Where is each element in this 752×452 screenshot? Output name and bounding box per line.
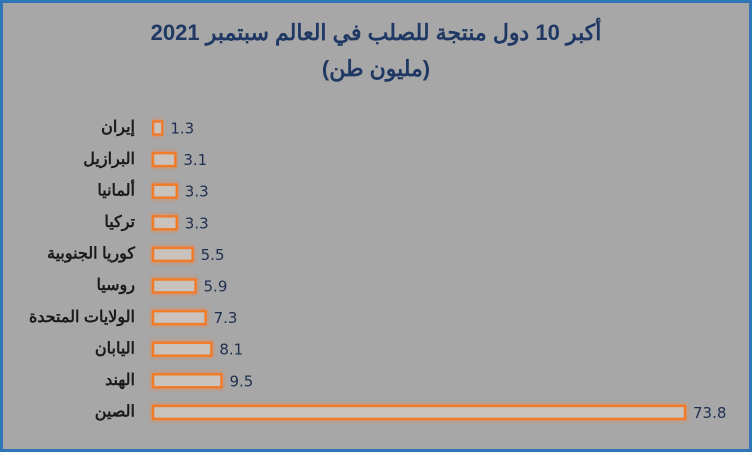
category-label: ألمانيا — [97, 178, 135, 199]
bar — [151, 278, 197, 294]
category-label: الصين — [95, 404, 135, 422]
category-label: اليابان — [95, 340, 135, 357]
value-label: 9.5 — [229, 372, 253, 390]
value-label: 1.3 — [170, 120, 194, 138]
value-label: 73.8 — [693, 404, 726, 422]
value-label: 8.1 — [219, 341, 243, 359]
category-label: تركيا — [104, 214, 135, 232]
value-label: 3.1 — [183, 151, 207, 169]
chart-title: أكبر 10 دول منتجة للصلب في العالم سبتمبر… — [151, 17, 602, 46]
bar — [151, 215, 179, 231]
category-label: البرازيل — [83, 151, 135, 169]
value-label: 7.3 — [214, 309, 238, 327]
category-label: كوريا الجنوبية — [47, 246, 135, 264]
bar — [151, 183, 179, 199]
bar — [151, 373, 223, 389]
category-label: إيران — [101, 119, 135, 137]
bar — [151, 341, 213, 357]
value-label: 3.3 — [185, 183, 209, 201]
category-label: روسيا — [96, 277, 135, 295]
bar — [151, 309, 207, 326]
value-label: 3.3 — [185, 214, 209, 232]
bar — [151, 120, 164, 136]
value-label: 5.5 — [201, 246, 225, 264]
category-label: الهند — [105, 372, 135, 390]
bar — [151, 151, 177, 168]
category-label: الولايات المتحدة — [29, 309, 135, 327]
value-label: 5.9 — [204, 278, 228, 296]
chart-subtitle: (مليون طن) — [322, 56, 430, 82]
bar — [151, 404, 687, 421]
bar — [151, 246, 194, 263]
